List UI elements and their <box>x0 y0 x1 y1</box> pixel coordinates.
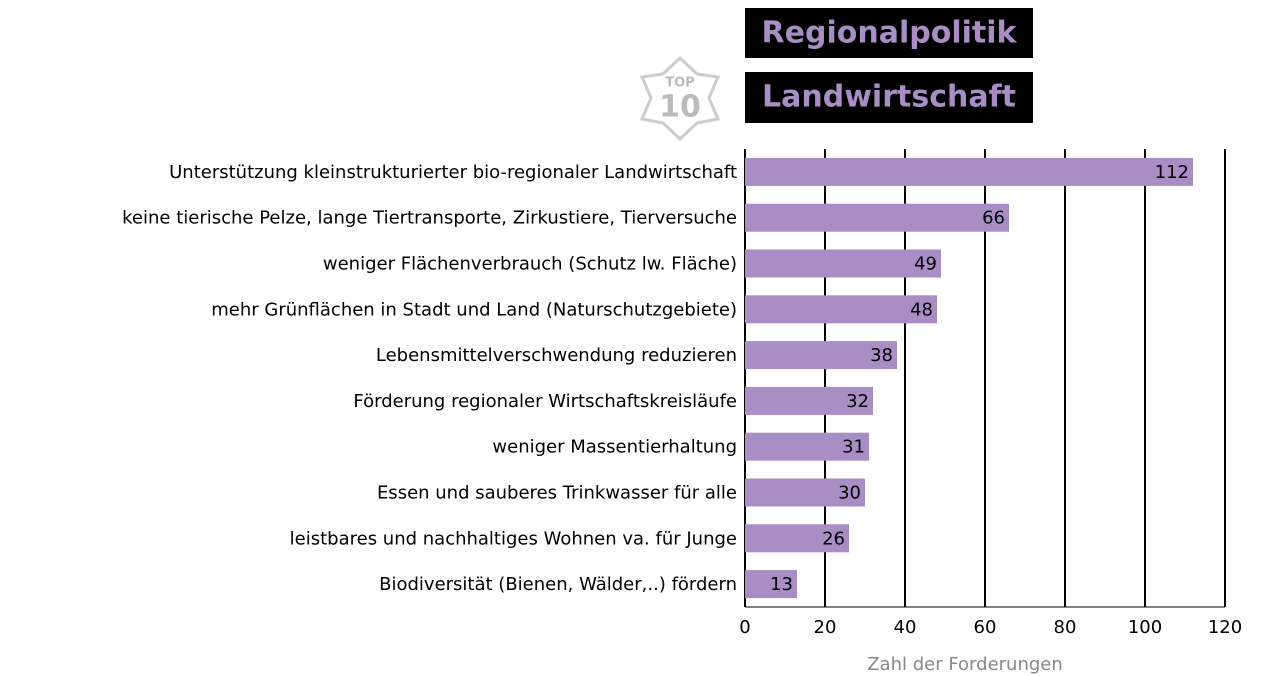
badge-number: 10 <box>659 90 701 125</box>
value-label: 48 <box>910 299 933 320</box>
x-axis-label: Zahl der Forderungen <box>867 654 1063 675</box>
value-label: 26 <box>822 528 845 549</box>
bar <box>745 295 937 324</box>
x-tick-label: 120 <box>1208 617 1242 638</box>
bar <box>745 341 897 370</box>
x-tick-label: 100 <box>1128 617 1162 638</box>
y-tick-label: Essen und sauberes Trinkwasser für alle <box>377 483 737 504</box>
x-tick-label: 0 <box>739 617 750 638</box>
bar <box>745 386 873 415</box>
bar <box>745 249 941 278</box>
value-label: 31 <box>842 437 865 458</box>
y-tick-label: leistbares und nachhaltiges Wohnen va. f… <box>290 528 737 549</box>
value-label: 30 <box>838 483 861 504</box>
value-label: 38 <box>870 345 893 366</box>
x-tick-label: 40 <box>894 617 917 638</box>
badge-icon <box>639 55 721 142</box>
y-tick-label: weniger Massentierhaltung <box>492 437 737 458</box>
y-tick-label: keine tierische Pelze, lange Tiertranspo… <box>122 208 737 229</box>
y-tick-label: Lebensmittelverschwendung reduzieren <box>376 345 737 366</box>
y-tick-label: mehr Grünflächen in Stadt und Land (Natu… <box>211 299 737 320</box>
bar <box>745 524 849 553</box>
bar <box>745 432 869 461</box>
subtitle-box <box>745 72 1033 123</box>
y-tick-label: Unterstützung kleinstrukturierter bio-re… <box>169 162 737 183</box>
x-tick-label: 20 <box>814 617 837 638</box>
chart-title: Regionalpolitik <box>762 16 1018 51</box>
x-tick-label: 80 <box>1054 617 1077 638</box>
y-tick-label: Förderung regionaler Wirtschaftskreisläu… <box>353 391 737 412</box>
title-box <box>745 8 1033 58</box>
value-label: 13 <box>770 574 793 595</box>
y-tick-label: weniger Flächenverbrauch (Schutz lw. Flä… <box>323 254 737 275</box>
bar <box>745 570 797 599</box>
value-label: 112 <box>1155 162 1189 183</box>
bar <box>745 203 1009 232</box>
bar <box>745 478 865 507</box>
badge-top: TOP <box>665 76 694 91</box>
bar <box>745 157 1193 186</box>
value-label: 49 <box>914 254 937 275</box>
value-label: 66 <box>982 208 1005 229</box>
value-label: 32 <box>846 391 869 412</box>
x-tick-label: 60 <box>974 617 997 638</box>
y-tick-label: Biodiversität (Bienen, Wälder,..) förder… <box>379 574 737 595</box>
chart-subtitle: Landwirtschaft <box>762 80 1016 115</box>
